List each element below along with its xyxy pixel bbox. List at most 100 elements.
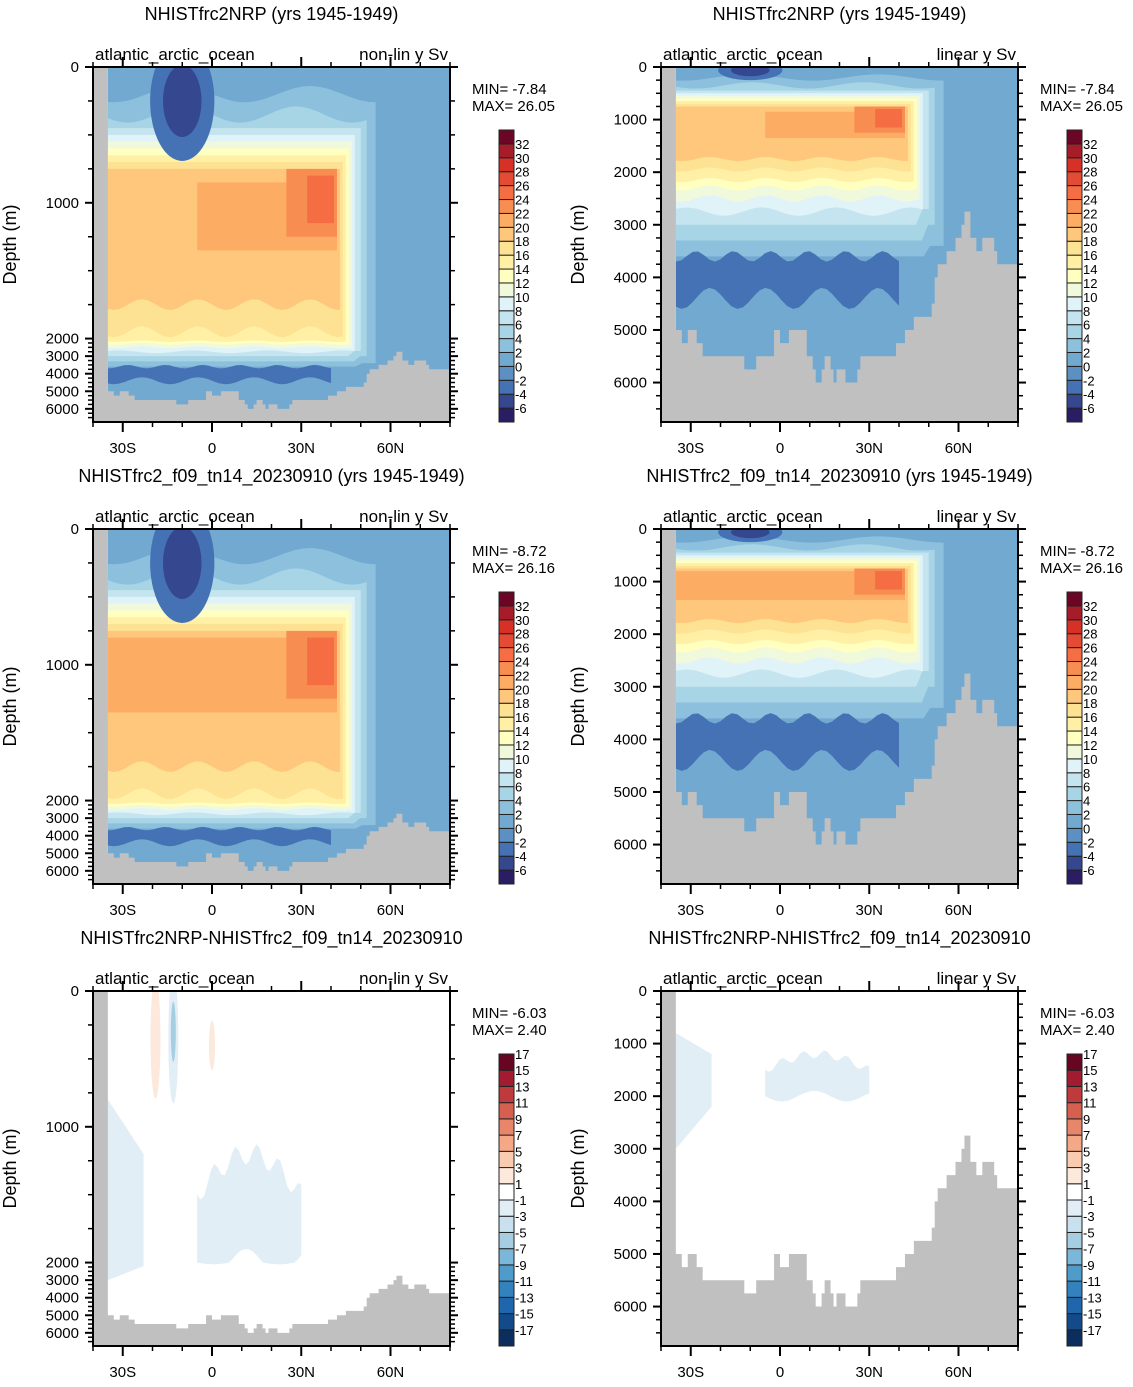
colorbar-box — [498, 365, 515, 381]
colorbar-label: 0 — [515, 821, 522, 836]
colorbar-label: 32 — [515, 137, 529, 152]
colorbar-label: 4 — [1083, 332, 1090, 347]
colorbar-box — [1066, 591, 1083, 607]
y-tick-label: 5000 — [46, 1307, 79, 1324]
y-tick-label: 1000 — [46, 657, 79, 674]
contour-diff-negative-core — [170, 1001, 176, 1062]
min-label: MIN= -7.84 — [472, 81, 547, 98]
y-tick-label: 6000 — [46, 401, 79, 418]
colorbar-box — [498, 254, 515, 270]
colorbar-label: 20 — [515, 220, 529, 235]
colorbar-box — [498, 605, 515, 621]
min-label: MIN= -6.03 — [1040, 1005, 1115, 1022]
region-label: atlantic_arctic_ocean — [663, 969, 823, 988]
units-label: linear y Sv — [937, 45, 1017, 64]
plot-area — [93, 991, 450, 1346]
colorbar-label: 6 — [1083, 318, 1090, 333]
colorbar-label: 14 — [515, 262, 529, 277]
panel-1: NHISTfrc2NRP (yrs 1945-1949) atlantic_arc… — [0, 4, 555, 457]
colorbar-box — [1066, 647, 1083, 663]
colorbar-box — [1066, 1183, 1083, 1201]
plot-area — [93, 529, 450, 884]
y-tick-label: 3000 — [614, 679, 647, 696]
panel-title: NHISTfrc2NRP (yrs 1945-1949) — [145, 4, 399, 24]
panel-4: NHISTfrc2_f09_tn14_20230910 (yrs 1945-19… — [568, 466, 1123, 919]
contour-band — [307, 637, 334, 686]
colorbar-box — [1066, 827, 1083, 843]
x-tick-label: 0 — [776, 440, 784, 457]
colorbar-box — [1066, 813, 1083, 829]
colorbar-label: -17 — [515, 1323, 534, 1338]
y-tick-label: 1000 — [614, 574, 647, 591]
max-label: MAX= 26.05 — [1040, 98, 1123, 115]
colorbar-label: -6 — [1083, 401, 1095, 416]
colorbar-label: 8 — [515, 304, 522, 319]
plot-area — [661, 529, 1018, 884]
colorbar-box — [498, 157, 515, 173]
colorbar-box — [498, 730, 515, 746]
units-label: linear y Sv — [937, 969, 1017, 988]
colorbar-label: -2 — [515, 373, 527, 388]
land-mask — [661, 529, 1018, 884]
colorbar-label: 13 — [1083, 1079, 1097, 1094]
colorbar-box — [498, 1134, 515, 1152]
colorbar-label: 3 — [1083, 1161, 1090, 1176]
colorbar-label: 24 — [1083, 655, 1097, 670]
colorbar-label: 32 — [1083, 599, 1097, 614]
colorbar-box — [498, 786, 515, 802]
colorbar-label: -11 — [515, 1274, 533, 1289]
colorbar-box — [498, 633, 515, 649]
contour-band — [675, 571, 905, 600]
colorbar-label: 6 — [515, 780, 522, 795]
x-tick-label: 30N — [855, 902, 883, 919]
colorbar-box — [498, 240, 515, 256]
colorbar-label: -15 — [1083, 1307, 1102, 1322]
colorbar-box — [498, 1329, 515, 1347]
colorbar-label: -4 — [515, 849, 527, 864]
colorbar-box — [1066, 744, 1083, 760]
colorbar-box — [498, 841, 515, 857]
panel-3: NHISTfrc2_f09_tn14_20230910 (yrs 1945-19… — [0, 466, 555, 919]
colorbar-label: 22 — [1083, 206, 1097, 221]
contour-band-deep — [675, 251, 899, 309]
colorbar-box — [498, 1069, 515, 1087]
panel-6: NHISTfrc2NRP-NHISTfrc2_f09_tn14_20230910… — [568, 928, 1115, 1381]
y-tick-label: 2000 — [46, 793, 79, 810]
colorbar-label: 12 — [1083, 738, 1097, 753]
colorbar-box — [1066, 407, 1083, 423]
colorbar-box — [498, 199, 515, 214]
land-mask — [661, 67, 1018, 422]
contour-band-deep — [107, 826, 331, 847]
y-tick-label: 1000 — [614, 1036, 647, 1053]
units-label: non-lin y Sv — [359, 45, 448, 64]
x-tick-label: 0 — [776, 1364, 784, 1381]
colorbar-box — [1066, 1231, 1083, 1250]
colorbar-box — [1066, 1280, 1083, 1298]
colorbar-label: -2 — [1083, 373, 1095, 388]
colorbar-label: 9 — [1083, 1112, 1090, 1127]
colorbar-label: 18 — [1083, 234, 1097, 249]
colorbar-box — [1066, 199, 1083, 214]
colorbar-label: -6 — [515, 863, 527, 878]
y-tick-label: 2000 — [614, 1088, 647, 1105]
colorbar-label: -4 — [1083, 849, 1095, 864]
min-label: MIN= -8.72 — [472, 543, 547, 560]
colorbar-label: 28 — [515, 165, 529, 180]
y-tick-label: 1000 — [614, 112, 647, 129]
colorbar-label: 26 — [515, 641, 529, 656]
colorbar-label: -6 — [1083, 863, 1095, 878]
colorbar-box — [498, 1102, 515, 1120]
colorbar-box — [498, 185, 515, 201]
colorbar-label: -1 — [1083, 1193, 1095, 1208]
colorbar-label: 14 — [1083, 724, 1097, 739]
colorbar-box — [1066, 1150, 1083, 1169]
colorbar-label: 28 — [515, 627, 529, 642]
colorbar-label: 24 — [515, 655, 529, 670]
contour-cell-negative-core — [730, 529, 770, 539]
y-tick-label: 4000 — [46, 366, 79, 383]
colorbar-label: 6 — [1083, 780, 1090, 795]
colorbar-label: 24 — [515, 193, 529, 208]
colorbar-label: 16 — [1083, 710, 1097, 725]
colorbar-label: 30 — [1083, 613, 1097, 628]
y-axis-label: Depth (m) — [568, 666, 588, 746]
